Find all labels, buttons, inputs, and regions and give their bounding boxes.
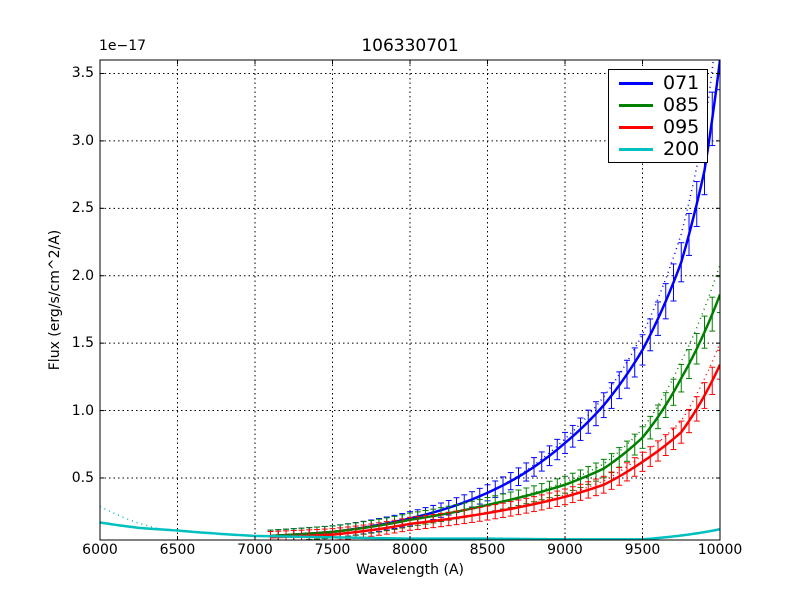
chart-title: 106330701 (361, 36, 459, 56)
legend-label: 095 (663, 116, 700, 138)
legend-label: 085 (663, 94, 700, 116)
x-tick-label: 10000 (697, 542, 743, 558)
legend-item-071: 071 (609, 72, 707, 94)
x-tick-label: 6500 (159, 542, 196, 558)
x-tick-label: 6000 (82, 542, 118, 558)
y-tick-label: 0.5 (71, 469, 94, 486)
y-tick-label: 3.5 (71, 65, 94, 82)
grid-lines (100, 60, 720, 540)
y-tick-label: 1.5 (71, 335, 94, 352)
y-tick-label: 2.5 (71, 200, 94, 217)
y-tick-label: 2.0 (71, 267, 94, 284)
x-tick-label: 7000 (237, 542, 273, 558)
x-tick-label: 8500 (469, 542, 506, 558)
legend-swatch-085 (619, 103, 653, 107)
legend-swatch-071 (619, 81, 653, 85)
legend: 071 085 095 200 (608, 69, 708, 163)
x-tick-label: 9000 (547, 542, 583, 558)
legend-swatch-200 (619, 147, 653, 151)
legend-item-085: 085 (609, 94, 707, 116)
legend-label: 071 (663, 72, 700, 94)
legend-item-095: 095 (609, 116, 707, 138)
legend-swatch-095 (619, 125, 653, 129)
x-tick-label: 7500 (314, 542, 351, 558)
y-offset-label: 1e−17 (99, 38, 147, 54)
x-tick-label: 8000 (392, 542, 428, 558)
legend-item-200: 200 (609, 138, 707, 160)
data-series (100, 60, 720, 540)
x-axis-label: Wavelength (A) (355, 562, 464, 578)
y-tick-label: 1.0 (71, 402, 94, 419)
tick-marks (99, 60, 721, 540)
x-tick-label: 9500 (624, 542, 661, 558)
y-tick-label: 3.0 (71, 132, 94, 149)
legend-label: 200 (663, 138, 700, 160)
